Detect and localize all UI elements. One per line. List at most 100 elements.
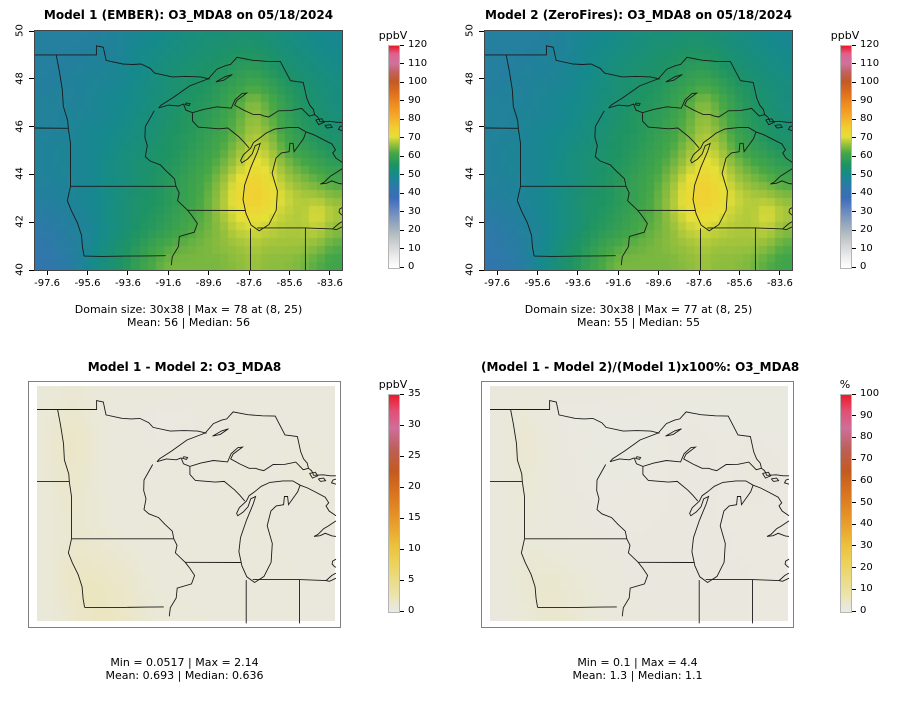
colorbar-tick-label: 40 [860,518,873,530]
stats-line1: Domain size: 30x38 | Max = 77 at (8, 25) [524,303,753,316]
stats-line1: Domain size: 30x38 | Max = 78 at (8, 25) [74,303,303,316]
x-axis-tick [738,271,740,275]
colorbar-unit-label: % [839,378,851,391]
y-axis-tick [479,30,484,32]
colorbar-tick [400,192,404,194]
x-tick-label: -97.6 [484,278,511,289]
heatmap-canvas [490,386,788,621]
colorbar-tick [852,545,856,547]
colorbar-tick-label: 90 [408,94,421,106]
colorbar-tick [400,81,404,83]
stats-line2: Mean: 55 | Median: 55 [576,316,701,329]
x-tick-label: -85.6 [726,278,753,289]
colorbar-tick-label: 10 [860,242,873,254]
y-axis-tick [29,269,34,271]
colorbar-tick-label: 20 [408,481,421,492]
colorbar-tick [400,63,404,64]
colorbar-tick [852,192,856,194]
colorbar-tick [400,211,404,212]
y-axis-tick [479,221,484,223]
colorbar-tick [852,415,856,417]
panel-title: (Model 1 - Model 2)/(Model 1)x100%: O3_M… [481,360,800,374]
colorbar-tick-label: 20 [860,561,873,573]
colorbar-tick [400,229,404,231]
colorbar-tick-label: 5 [408,574,415,585]
colorbar-tick-label: 30 [860,205,873,217]
x-axis-tick [698,271,700,275]
x-axis-tick [537,271,538,275]
x-tick-label: -95.6 [74,278,101,289]
colorbar-unit-label: ppbV [830,29,860,42]
colorbar-gradient [840,394,852,613]
colorbar-tick-label: 100 [860,76,880,87]
colorbar-tick [852,523,856,525]
x-axis-tick [617,271,619,275]
colorbar-tick-label: 110 [408,57,428,69]
colorbar-tick-label: 30 [408,205,421,217]
x-axis-tick [87,271,88,275]
colorbar-tick-label: 10 [408,543,421,554]
colorbar-tick-label: 50 [408,168,421,180]
stats-line1: Min = 0.0517 | Max = 2.14 [110,656,259,669]
colorbar-tick-label: 60 [408,150,421,161]
colorbar-tick [400,137,404,138]
colorbar-tick-label: 15 [408,512,421,523]
y-axis-tick [479,78,484,80]
colorbar-tick-label: 60 [860,150,873,161]
colorbar-tick [852,229,856,231]
x-axis-tick [46,271,48,275]
colorbar-tick [400,455,404,457]
colorbar-tick [852,44,856,46]
stats-text: Domain size: 30x38 | Max = 78 at (8, 25)… [0,303,383,329]
colorbar-tick-label: 20 [860,224,873,235]
colorbar-tick [852,248,856,249]
colorbar-unit-label: ppbV [378,378,408,391]
colorbar-tick-label: 90 [860,409,873,421]
colorbar-tick-label: 0 [860,605,867,616]
x-axis-tick [577,271,579,275]
colorbar-gradient [388,394,400,613]
colorbar-tick [400,118,404,120]
colorbar-gradient [840,45,852,269]
y-axis-tick [29,30,34,32]
colorbar-tick-label: 50 [860,168,873,180]
colorbar-tick-label: 80 [860,431,873,443]
colorbar-tick [852,100,856,101]
colorbar-tick [852,63,856,64]
colorbar-tick-label: 10 [860,583,873,595]
x-axis-tick [779,271,781,275]
stats-text: Min = 0.1 | Max = 4.4 Mean: 1.3 | Median… [441,656,834,682]
stats-line2: Mean: 1.3 | Median: 1.1 [572,669,703,682]
colorbar-tick-label: 70 [860,131,873,143]
x-tick-label: -83.6 [316,278,343,289]
x-tick-label: -93.6 [564,278,591,289]
colorbar-tick-label: 120 [860,39,880,50]
colorbar-tick-label: 50 [860,496,873,508]
colorbar-tick [400,44,404,46]
colorbar-tick [400,517,404,519]
colorbar-tick [852,588,856,590]
colorbar-tick-label: 80 [408,113,421,124]
panel-title: Model 2 (ZeroFires): O3_MDA8 on 05/18/20… [485,8,792,22]
colorbar-tick [852,155,856,157]
colorbar-tick-label: 40 [860,187,873,198]
x-tick-label: -87.6 [236,278,263,289]
stats-text: Min = 0.0517 | Max = 2.14 Mean: 0.693 | … [0,656,381,682]
x-axis-tick [658,271,660,275]
colorbar-tick-label: 20 [408,224,421,235]
colorbar-tick [852,174,856,175]
colorbar-tick [852,502,856,503]
panel-title: Model 1 (EMBER): O3_MDA8 on 05/18/2024 [43,8,334,22]
colorbar-tick-label: 0 [860,261,867,272]
colorbar-tick-label: 90 [860,94,873,106]
x-axis-tick [167,271,169,275]
colorbar-tick-label: 25 [408,450,421,461]
x-tick-label: -89.6 [645,278,672,289]
y-axis-tick [479,269,484,271]
colorbar-tick [400,266,404,268]
colorbar-tick [400,174,404,175]
colorbar-tick-label: 100 [408,76,428,87]
